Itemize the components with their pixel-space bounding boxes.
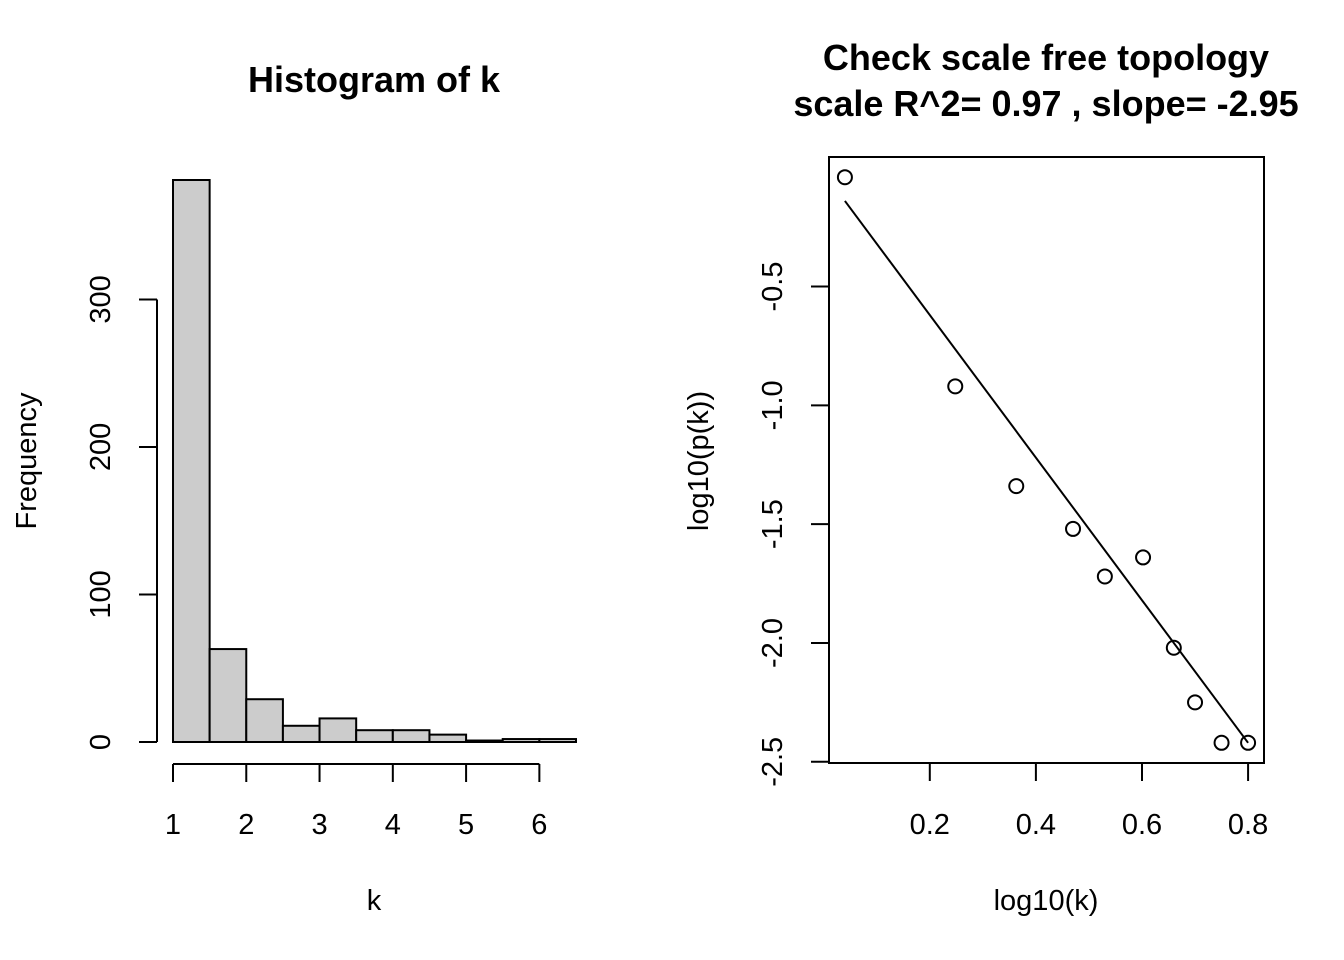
hist-bar-7 bbox=[428, 733, 468, 744]
sf-fit-line-group bbox=[844, 200, 1249, 744]
hist-bars bbox=[172, 179, 578, 744]
hist-x-tick-label-1: 2 bbox=[238, 809, 254, 841]
sf-plot-box bbox=[828, 156, 1265, 764]
sf-y-tick-label-1: -1.0 bbox=[757, 380, 789, 430]
hist-bar-0 bbox=[172, 179, 211, 743]
hist-bar-2 bbox=[245, 698, 284, 743]
hist-bar-6 bbox=[391, 729, 431, 743]
hist-y-label: Frequency bbox=[11, 392, 43, 530]
hist-bar-10 bbox=[538, 738, 578, 743]
hist-x-tick-label-5: 6 bbox=[531, 809, 547, 841]
sf-x-tick-label-1: 0.4 bbox=[1016, 809, 1056, 841]
hist-y-axis: 0 100 200 300 bbox=[85, 275, 158, 750]
hist-x-tick-label-0: 1 bbox=[165, 809, 181, 841]
hist-y-tick-label-3: 300 bbox=[85, 275, 117, 323]
hist-bar-5 bbox=[355, 729, 394, 743]
hist-y-tick-label-0: 0 bbox=[85, 734, 117, 750]
sf-y-axis: -0.5 -1.0 -1.5 -2.0 -2.5 bbox=[757, 262, 830, 787]
sf-x-tick-label-3: 0.8 bbox=[1228, 809, 1268, 841]
sf-fit-line bbox=[844, 200, 1249, 744]
hist-x-tick-label-2: 3 bbox=[311, 809, 327, 841]
sf-points bbox=[836, 169, 1257, 751]
hist-bar-1 bbox=[208, 648, 248, 743]
sf-point-6 bbox=[1165, 639, 1182, 656]
hist-bar-9 bbox=[501, 738, 541, 743]
sf-x-tick-label-2: 0.6 bbox=[1122, 809, 1162, 841]
sf-title-line2: scale R^2= 0.97 , slope= -2.95 bbox=[793, 83, 1298, 124]
histogram-panel: Histogram of k 1 2 3 4 5 6 0 100 200 300 k Frequ… bbox=[11, 59, 578, 917]
hist-x-axis: 1 2 3 4 5 6 bbox=[165, 763, 547, 841]
sf-y-label: log10(p(k)) bbox=[683, 391, 715, 531]
hist-y-tick-label-1: 100 bbox=[85, 570, 117, 618]
sf-x-tick-label-0: 0.2 bbox=[910, 809, 950, 841]
sf-x-axis: 0.2 0.4 0.6 0.8 bbox=[910, 762, 1268, 841]
sf-point-5 bbox=[1135, 549, 1152, 566]
sf-point-8 bbox=[1213, 734, 1230, 751]
sf-x-label: log10(k) bbox=[994, 885, 1099, 917]
sf-point-0 bbox=[836, 169, 853, 186]
sf-point-7 bbox=[1187, 694, 1204, 711]
hist-x-tick-label-3: 4 bbox=[385, 809, 401, 841]
hist-x-label: k bbox=[367, 885, 382, 917]
sf-y-tick-label-4: -2.5 bbox=[757, 737, 789, 787]
sf-point-2 bbox=[1008, 478, 1025, 495]
hist-y-tick-label-2: 200 bbox=[85, 423, 117, 471]
hist-bar-4 bbox=[318, 717, 358, 743]
sf-point-1 bbox=[947, 378, 964, 395]
sf-y-tick-label-0: -0.5 bbox=[757, 262, 789, 312]
sf-point-3 bbox=[1065, 520, 1082, 537]
sf-point-4 bbox=[1096, 568, 1113, 585]
sf-y-tick-label-2: -1.5 bbox=[757, 499, 789, 549]
sf-title-line1: Check scale free topology bbox=[823, 37, 1269, 78]
hist-x-tick-label-4: 5 bbox=[458, 809, 474, 841]
hist-title: Histogram of k bbox=[248, 59, 501, 100]
hist-bar-8 bbox=[465, 739, 504, 744]
scalefree-panel: Check scale free topology scale R^2= 0.9… bbox=[683, 37, 1299, 917]
sf-y-tick-label-3: -2.0 bbox=[757, 618, 789, 668]
hist-bar-3 bbox=[281, 724, 321, 744]
sf-point-9 bbox=[1240, 734, 1257, 751]
